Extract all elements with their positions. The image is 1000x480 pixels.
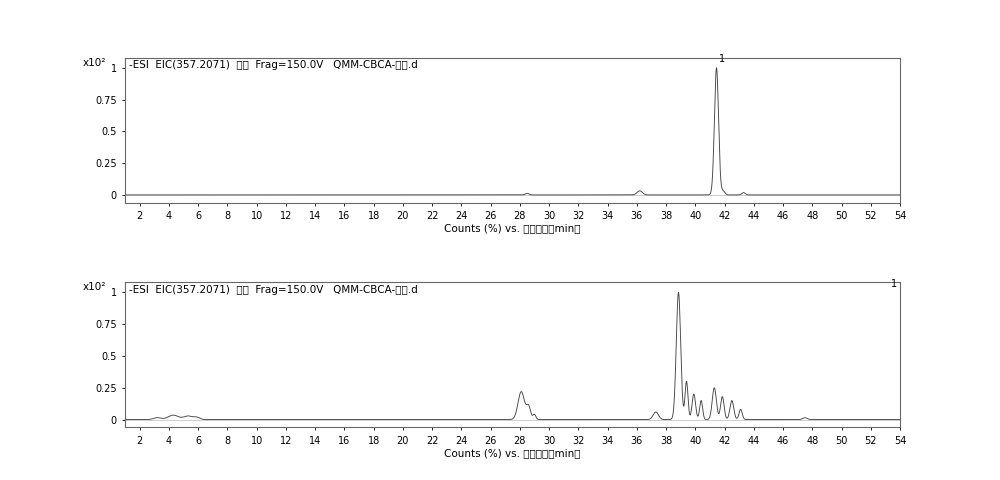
X-axis label: Counts (%) vs. 采集时间（min）: Counts (%) vs. 采集时间（min） [444, 224, 581, 234]
Text: x10²: x10² [82, 282, 106, 292]
X-axis label: Counts (%) vs. 采集时间（min）: Counts (%) vs. 采集时间（min） [444, 448, 581, 458]
Text: x10²: x10² [82, 58, 106, 68]
Text: -ESI  EIC(357.2071)  扫描  Frag=150.0V   QMM-CBCA-标品.d: -ESI EIC(357.2071) 扫描 Frag=150.0V QMM-CB… [129, 60, 418, 71]
Text: -ESI  EIC(357.2071)  扫描  Frag=150.0V   QMM-CBCA-样品.d: -ESI EIC(357.2071) 扫描 Frag=150.0V QMM-CB… [129, 285, 418, 295]
Text: 1: 1 [719, 54, 725, 64]
Text: 1: 1 [891, 278, 897, 288]
